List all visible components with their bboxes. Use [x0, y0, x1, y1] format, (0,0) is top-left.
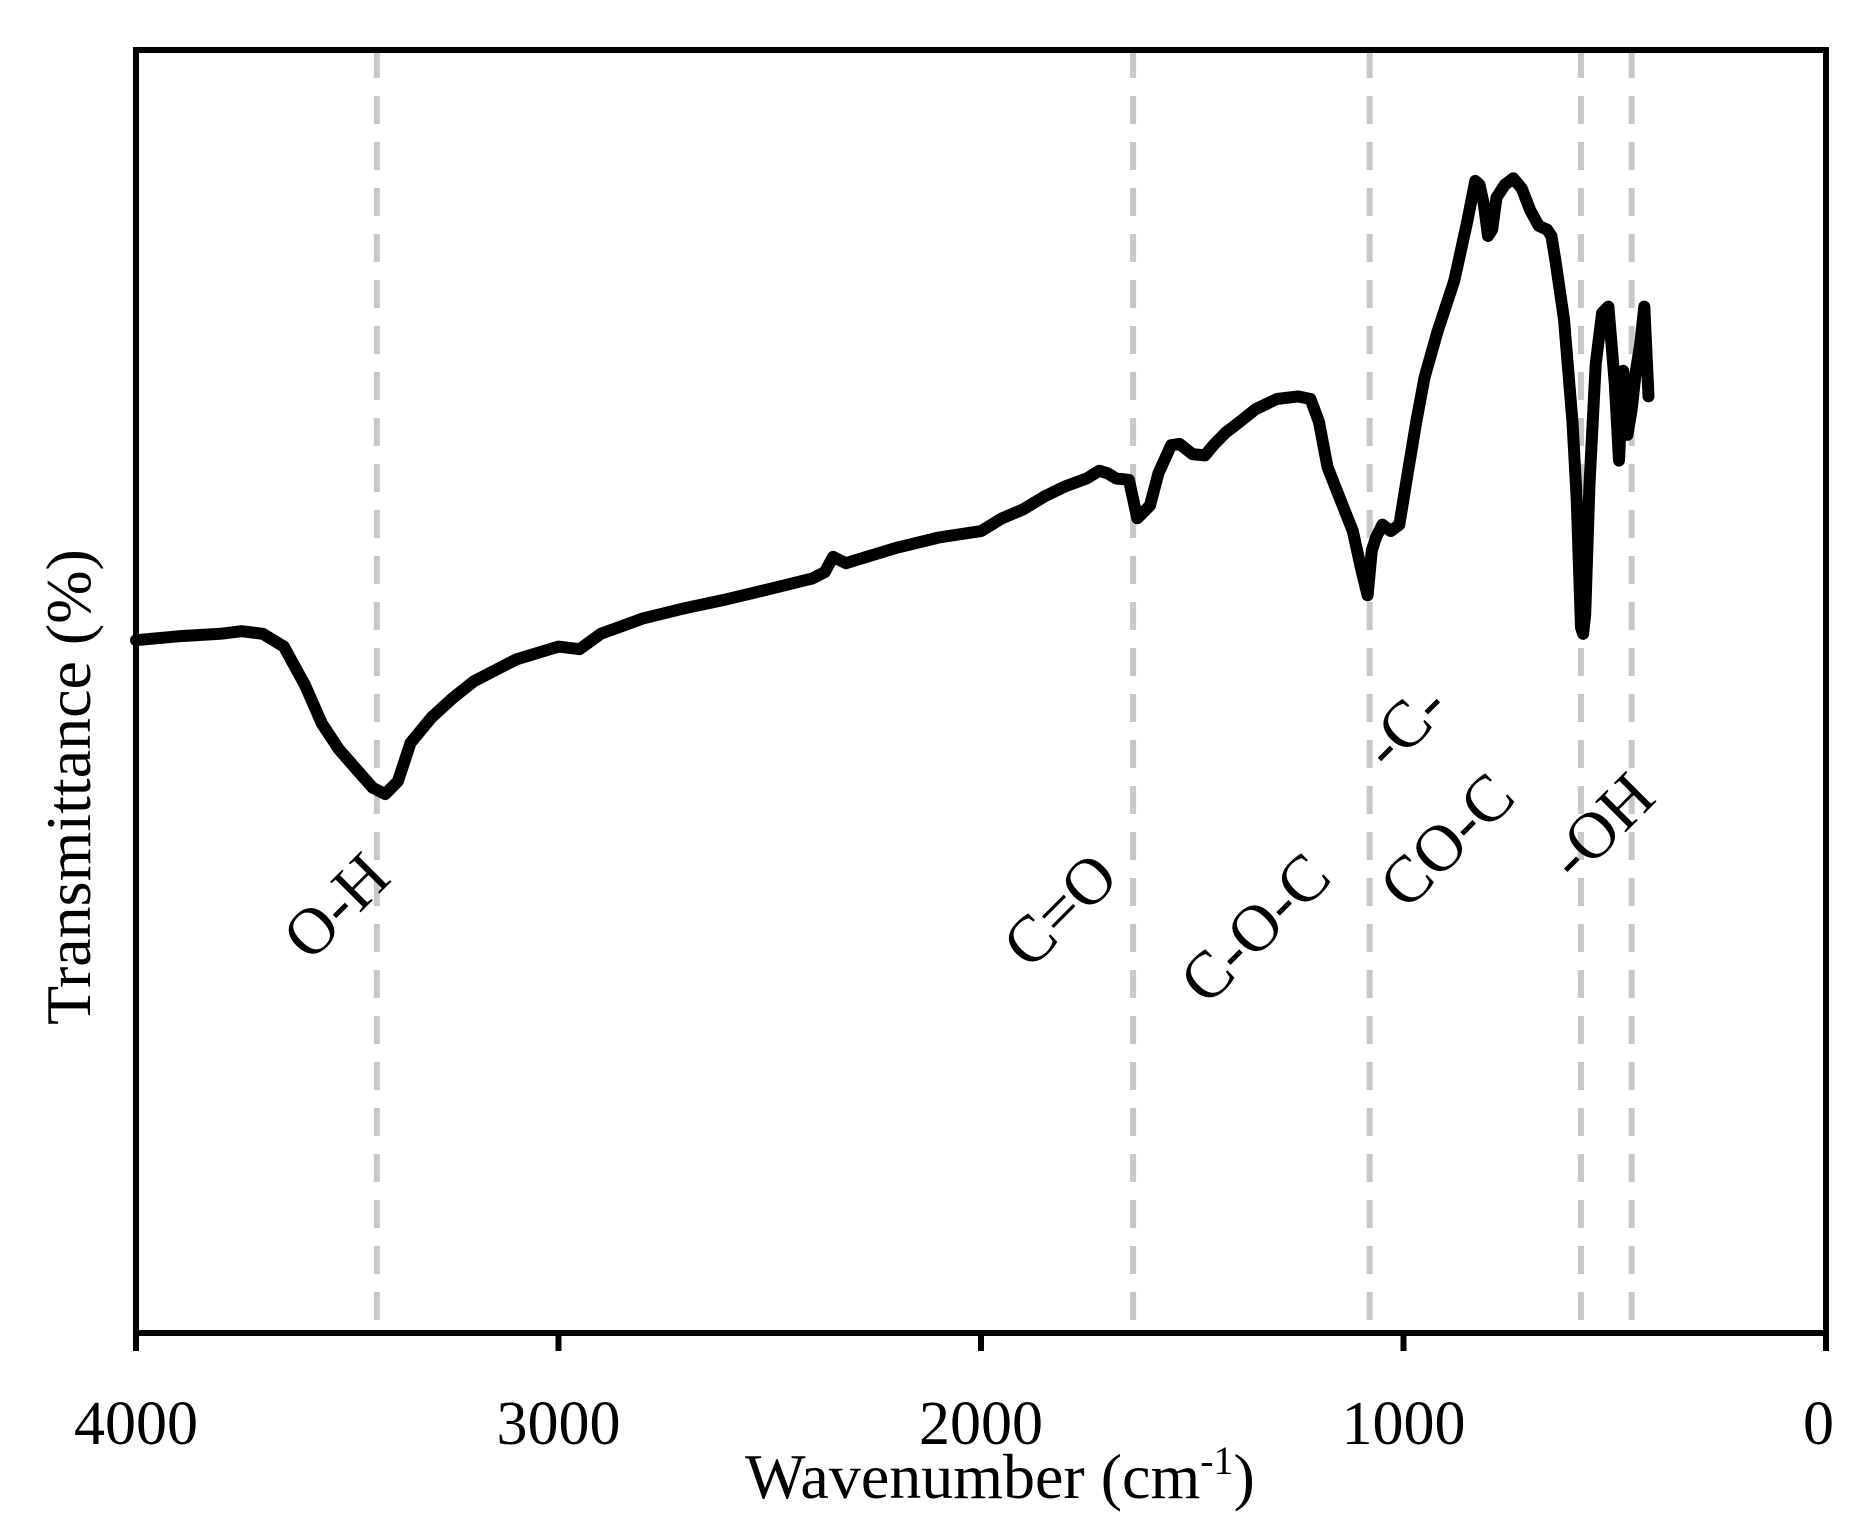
x-tick-label-3: 1000 — [1342, 1390, 1466, 1458]
x-tick-label-1: 3000 — [497, 1390, 621, 1458]
annotation-2: C-O-C — [1166, 839, 1345, 1018]
x-tick-label-0: 4000 — [74, 1390, 198, 1458]
annotation-extra-0: -C- — [1348, 669, 1462, 783]
annotation-1: C=O — [989, 839, 1132, 982]
spectrum-line — [130, 172, 1655, 801]
marker-lines — [373, 50, 1635, 1333]
x-tick-label-2: 2000 — [919, 1390, 1043, 1458]
annotation-0: O-H — [269, 839, 404, 974]
x-tick-label-4: 0 — [1803, 1390, 1834, 1458]
x-axis-ticks: 4000 3000 2000 1000 0 — [74, 1333, 1834, 1458]
y-axis-title: Transmittance (%) — [33, 549, 104, 1025]
annotation-3: CO-C — [1365, 759, 1528, 922]
plot-frame — [133, 47, 1829, 1336]
annotation-4: -OH — [1534, 759, 1669, 894]
x-axis-title: Wavenumber (cm-1) — [745, 1438, 1255, 1512]
peak-annotations: O-H C=O C-O-C CO-C -OH -C- — [269, 669, 1669, 1018]
